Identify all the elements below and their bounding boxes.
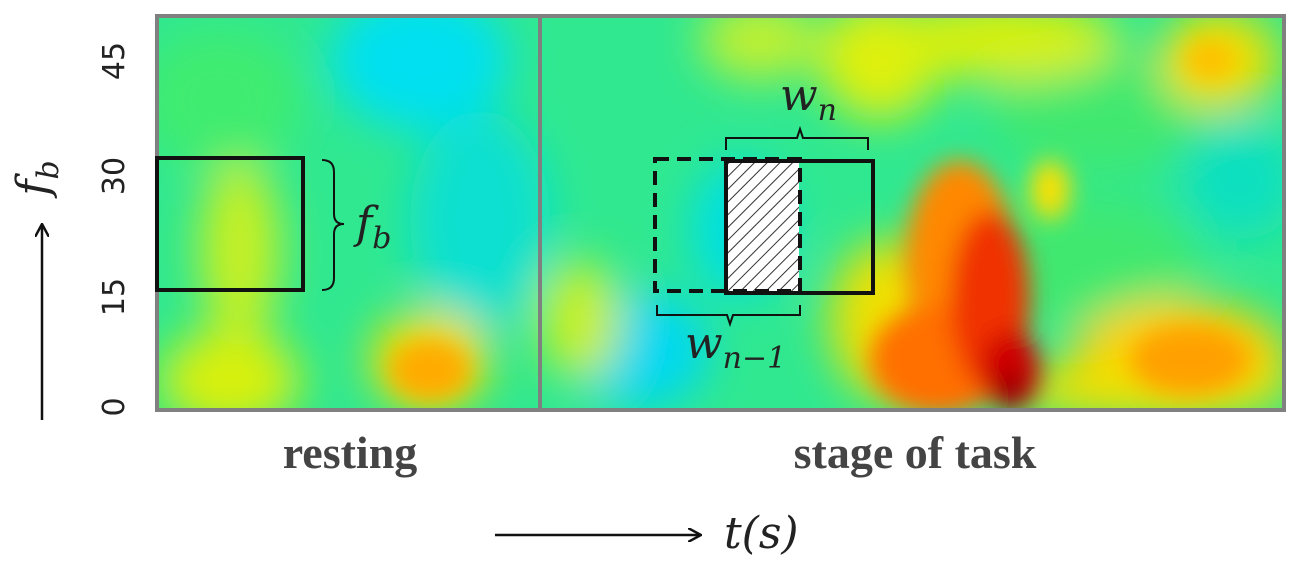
band-brace: [321, 159, 345, 291]
y-tick-15: 15: [97, 278, 132, 316]
current-window-brace: [725, 125, 869, 150]
previous-window-label: wn−1: [685, 318, 786, 376]
spectrogram-heatmap: [157, 16, 1284, 410]
current-window-symbol: w: [780, 70, 818, 121]
resting-label: resting: [283, 427, 418, 478]
previous-window-symbol: w: [685, 318, 723, 369]
x-axis-label: t(s): [724, 508, 799, 559]
y-axis-subscript: b: [31, 160, 66, 179]
current-window-box: [724, 159, 875, 295]
task-label: stage of task: [794, 427, 1037, 478]
y-axis-label: fb: [8, 160, 66, 199]
resting-band-box: [155, 156, 305, 292]
previous-window-brace: [656, 305, 801, 328]
current-window-label: wn: [780, 70, 837, 128]
current-window-subscript: n: [818, 93, 837, 128]
y-tick-45: 45: [97, 42, 132, 80]
window-overlap-region: [727, 161, 799, 291]
previous-window-subscript: n−1: [723, 341, 787, 376]
band-label-subscript: b: [372, 221, 391, 256]
y-tick-30: 30: [97, 157, 132, 195]
y-tick-0: 0: [97, 397, 132, 416]
y-tick-labels: 0 15 30 45: [97, 42, 132, 417]
svg-text:fb: fb: [8, 160, 66, 199]
